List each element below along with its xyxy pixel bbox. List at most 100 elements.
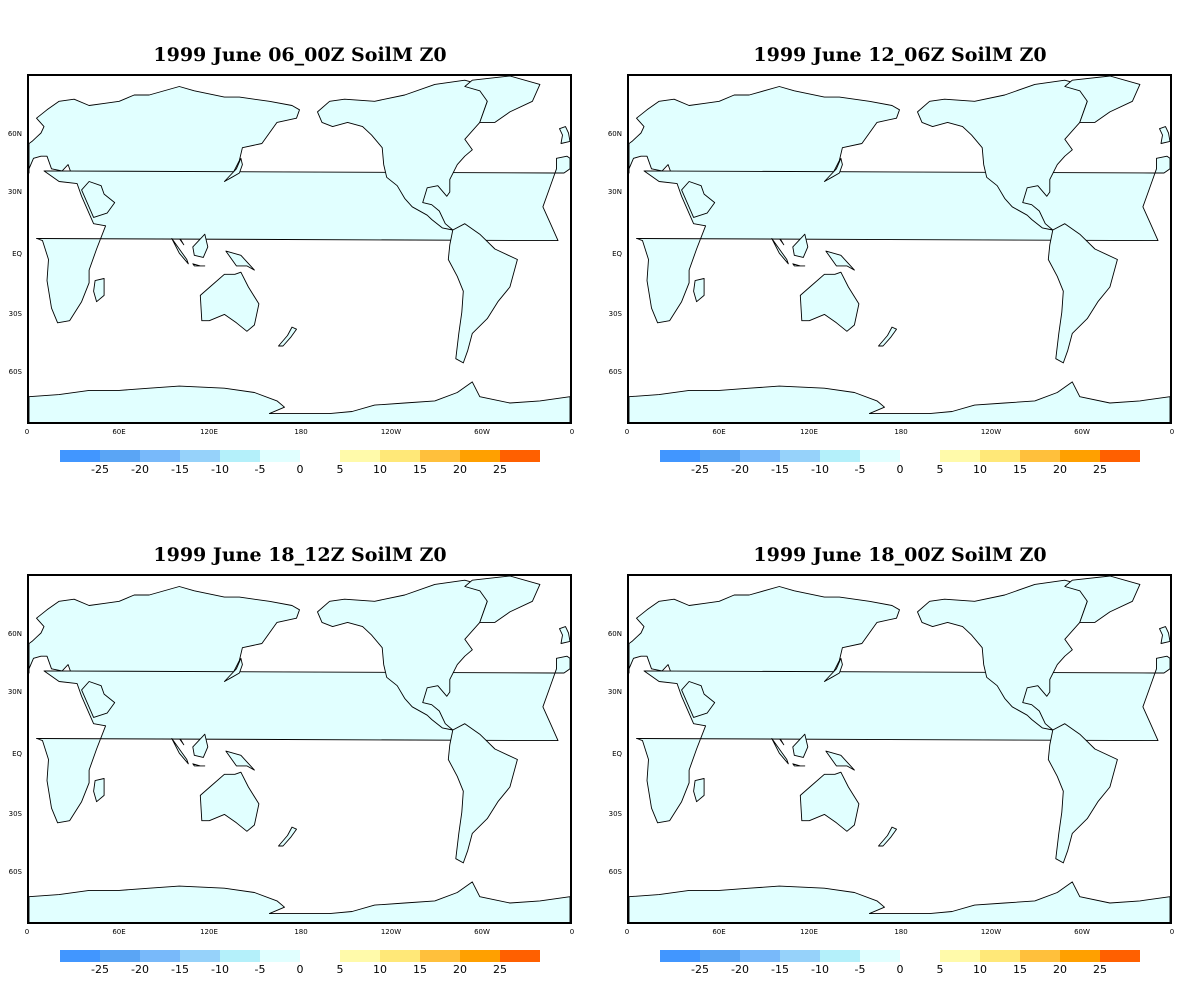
lat-tick-label: 60S bbox=[8, 868, 22, 876]
landmass-namerica bbox=[317, 579, 488, 731]
lat-tick-label: 30S bbox=[8, 810, 22, 818]
landmass-indonesia2 bbox=[192, 263, 206, 267]
colorbar-swatch-negative bbox=[780, 450, 820, 462]
world-map bbox=[29, 576, 570, 922]
lon-tick-label: 120E bbox=[200, 428, 218, 436]
lon-tick-label: 120W bbox=[380, 928, 402, 936]
landmass-indonesia2 bbox=[192, 763, 206, 767]
landmass-arabia_fill bbox=[681, 681, 716, 718]
landmass-indonesia2 bbox=[792, 263, 806, 267]
colorbar-label: 20 bbox=[453, 963, 467, 976]
landmass-borneo bbox=[792, 233, 809, 258]
landmass-greenland bbox=[1064, 576, 1141, 623]
colorbar-swatch-positive bbox=[1100, 950, 1140, 962]
world-map bbox=[29, 76, 570, 422]
colorbar-swatch-positive bbox=[380, 450, 420, 462]
colorbar-swatch-negative bbox=[180, 450, 220, 462]
colorbar-label: 0 bbox=[896, 463, 904, 476]
landmass-indonesia1 bbox=[171, 238, 189, 265]
colorbar-swatch-negative bbox=[100, 950, 140, 962]
lat-tick-label: EQ bbox=[612, 750, 622, 758]
landmass-australia bbox=[799, 771, 860, 832]
colorbar-swatch-negative bbox=[260, 450, 300, 462]
lon-tick-label: 0 bbox=[569, 928, 575, 936]
colorbar-swatch-negative bbox=[660, 950, 700, 962]
landmass-newzealand bbox=[878, 326, 897, 347]
lon-tick-label: 60W bbox=[1074, 928, 1090, 936]
lon-tick-label: 0 bbox=[624, 928, 630, 936]
landmass-uk bbox=[559, 626, 570, 644]
lon-tick-label: 0 bbox=[24, 928, 30, 936]
lat-tick-label: 30S bbox=[8, 310, 22, 318]
colorbar-swatch-negative bbox=[860, 950, 900, 962]
colorbar-label: 25 bbox=[1093, 963, 1107, 976]
colorbar-swatch-positive bbox=[340, 450, 380, 462]
lon-tick-label: 0 bbox=[24, 428, 30, 436]
lat-tick-label: 60S bbox=[8, 368, 22, 376]
lat-tick-label: 60N bbox=[7, 130, 22, 138]
colorbar-swatch-positive bbox=[980, 950, 1020, 962]
colorbar-label: 5 bbox=[336, 963, 344, 976]
lat-tick-label: 30N bbox=[607, 188, 622, 196]
colorbar-label: -10 bbox=[811, 463, 829, 476]
panel-title: 1999 June 06_00Z SoilM Z0 bbox=[153, 44, 447, 66]
colorbar-swatch-positive bbox=[460, 450, 500, 462]
panel-title: 1999 June 18_00Z SoilM Z0 bbox=[753, 544, 1047, 566]
colorbar-label: 25 bbox=[1093, 463, 1107, 476]
lon-tick-label: 60E bbox=[712, 928, 726, 936]
colorbar-label: 10 bbox=[973, 463, 987, 476]
landmass-samerica bbox=[1047, 723, 1118, 864]
colorbar-swatch-negative bbox=[100, 450, 140, 462]
landmass-madagascar bbox=[93, 778, 105, 803]
colorbar-label: -15 bbox=[771, 963, 789, 976]
landmass-australia bbox=[799, 271, 860, 332]
lon-tick-label: 180 bbox=[894, 928, 908, 936]
colorbar-swatch-positive bbox=[980, 450, 1020, 462]
lon-tick-label: 180 bbox=[894, 428, 908, 436]
colorbar-swatch-negative bbox=[860, 450, 900, 462]
colorbar-swatch-positive bbox=[380, 950, 420, 962]
landmass-europe_west bbox=[1154, 155, 1170, 174]
colorbar-swatch-negative bbox=[700, 450, 740, 462]
map-panel-1: 1999 June 06_00Z SoilM Z0 60N 30N EQ 30S 60S… bbox=[0, 0, 580, 476]
colorbar-label: 0 bbox=[296, 963, 304, 976]
landmass-uk bbox=[559, 126, 570, 144]
colorbar-label: -20 bbox=[731, 463, 749, 476]
colorbar-label: -25 bbox=[691, 463, 709, 476]
colorbar-swatch-positive bbox=[420, 450, 460, 462]
landmass-madagascar bbox=[93, 278, 105, 303]
colorbar-swatch-positive bbox=[940, 950, 980, 962]
colorbar-swatch-positive bbox=[420, 950, 460, 962]
lon-tick-label: 60W bbox=[474, 928, 490, 936]
colorbar-label: -20 bbox=[131, 963, 149, 976]
colorbar-swatch-positive bbox=[460, 950, 500, 962]
landmass-newguinea bbox=[825, 750, 855, 771]
colorbar-swatch-positive bbox=[340, 950, 380, 962]
colorbar-swatch-negative bbox=[180, 950, 220, 962]
landmass-namerica bbox=[317, 79, 488, 231]
colorbar-swatch-positive bbox=[1100, 450, 1140, 462]
lon-tick-label: 120E bbox=[800, 928, 818, 936]
colorbar-label: 15 bbox=[1013, 463, 1027, 476]
map-frame bbox=[27, 574, 572, 924]
colorbar-swatch-negative bbox=[820, 950, 860, 962]
colorbar-swatch-negative bbox=[140, 950, 180, 962]
lat-tick-label: 30N bbox=[7, 188, 22, 196]
lat-tick-label: 60N bbox=[607, 130, 622, 138]
colorbar-label: 20 bbox=[1053, 463, 1067, 476]
landmass-newguinea bbox=[225, 250, 255, 271]
lat-tick-label: 30S bbox=[608, 310, 622, 318]
colorbar-label: 25 bbox=[493, 963, 507, 976]
landmass-greenland bbox=[464, 76, 541, 123]
colorbar-label: -5 bbox=[254, 463, 266, 476]
colorbar-label: -15 bbox=[171, 463, 189, 476]
landmass-arabia_fill bbox=[681, 181, 716, 218]
colorbar-swatch-negative bbox=[220, 450, 260, 462]
landmass-indonesia1 bbox=[171, 738, 189, 765]
colorbar-label: -25 bbox=[91, 463, 109, 476]
landmass-greenland bbox=[1064, 76, 1141, 123]
colorbar-label: 20 bbox=[1053, 963, 1067, 976]
colorbar-swatch-negative bbox=[740, 450, 780, 462]
colorbar-swatch-positive bbox=[500, 450, 540, 462]
colorbar-label: 0 bbox=[896, 963, 904, 976]
